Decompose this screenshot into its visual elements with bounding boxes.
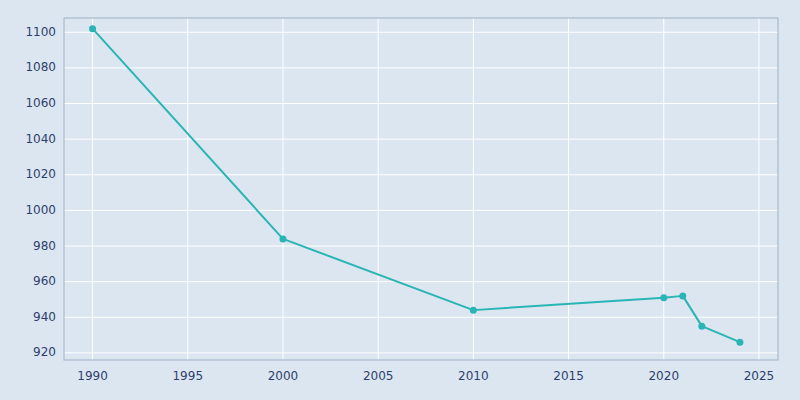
y-tick-label: 1080	[25, 60, 56, 74]
y-grid-line	[64, 352, 778, 353]
point	[736, 339, 743, 346]
x-tick-label: 2010	[458, 369, 489, 383]
y-tick-label: 1100	[25, 25, 56, 39]
x-grid-line	[663, 18, 664, 360]
point	[89, 25, 96, 32]
y-grid-line	[64, 281, 778, 282]
y-tick-label: 980	[33, 239, 56, 253]
background	[0, 0, 800, 400]
x-tick-label: 2005	[363, 369, 394, 383]
y-grid-line	[64, 103, 778, 104]
x-tick-label: 1990	[77, 369, 108, 383]
line	[93, 29, 740, 343]
x-grid-line	[187, 18, 188, 360]
y-grid-line	[64, 174, 778, 175]
x-tick-label: 2025	[744, 369, 775, 383]
x-tick-label: 1995	[172, 369, 203, 383]
x-grid-line	[282, 18, 283, 360]
y-tick-label: 1040	[25, 132, 56, 146]
y-tick-label: 960	[33, 274, 56, 288]
y-grid-line	[64, 210, 778, 211]
x-grid-line	[378, 18, 379, 360]
y-tick-label: 920	[33, 345, 56, 359]
x-tick-label: 2015	[553, 369, 584, 383]
grid	[64, 18, 778, 360]
x-grid-line	[758, 18, 759, 360]
y-tick-label: 940	[33, 310, 56, 324]
plot-frame	[64, 18, 778, 360]
point	[470, 307, 477, 314]
x-grid-line	[568, 18, 569, 360]
chart: 920 940 960 980 1000 1020 1040 1060 1080 1100 1990…	[0, 0, 800, 400]
point	[660, 294, 667, 301]
y-grid-line	[64, 246, 778, 247]
x-tick-label: 2000	[268, 369, 299, 383]
y-tick-label: 1000	[25, 203, 56, 217]
x-tick-label: 2020	[648, 369, 679, 383]
point	[279, 235, 286, 242]
chart-container: 920 940 960 980 1000 1020 1040 1060 1080 1100 1990…	[0, 0, 800, 400]
point	[679, 292, 686, 299]
y-grid-line	[64, 317, 778, 318]
y-grid-line	[64, 67, 778, 68]
y-tick-label: 1060	[25, 96, 56, 110]
x-grid-line	[92, 18, 93, 360]
y-grid-line	[64, 32, 778, 33]
series	[89, 25, 743, 346]
y-tick-label: 1020	[25, 167, 56, 181]
point	[698, 323, 705, 330]
y-grid-line	[64, 139, 778, 140]
